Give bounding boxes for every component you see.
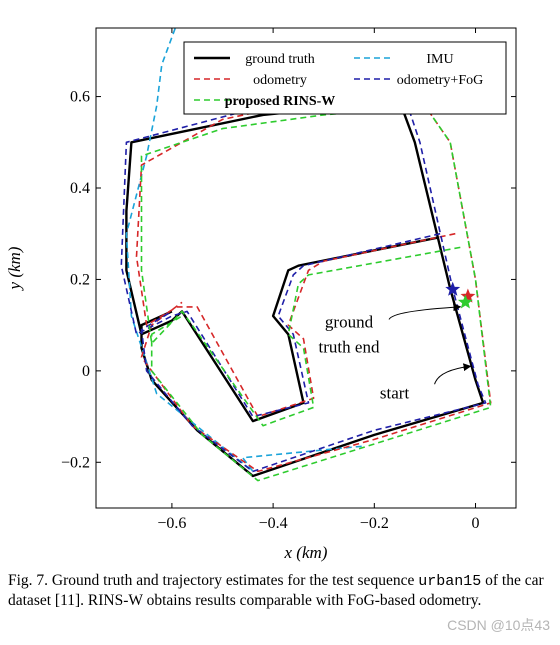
legend-label-proposed-rins-w: proposed RINS-W [225, 94, 336, 109]
x-axis-label: x (km) [284, 543, 328, 562]
x-tick-label: −0.4 [259, 515, 288, 532]
y-tick-label: −0.2 [61, 454, 90, 471]
caption-sequence: urban15 [418, 573, 482, 590]
legend-label-ground-truth: ground truth [245, 52, 315, 67]
annotation-0-arrow [388, 303, 462, 320]
annotation-0-line1: ground [325, 312, 374, 331]
annotation-1-arrow [434, 363, 472, 385]
trajectory-chart: ground truth end start −0.6 −0.4 −0.2 0 −0.2 0 0… [5, 27, 517, 562]
odometry-end-star-marker [460, 288, 476, 303]
annotations: ground truth end start [319, 303, 472, 402]
y-tick-label: 0.2 [70, 271, 90, 288]
x-tick-label: −0.6 [157, 515, 186, 532]
plot-frame [95, 27, 517, 509]
series-proposed-rins-w-line [140, 104, 492, 482]
rins-w-end-star-marker [457, 294, 473, 309]
figure-caption: Fig. 7. Ground truth and trajectory esti… [8, 571, 552, 610]
caption-prefix: Fig. 7. Ground truth and trajectory esti… [8, 572, 419, 589]
legend-label-odometry: odometry [253, 73, 307, 88]
series-odometry-fog-line [120, 95, 487, 473]
series-layer [120, 28, 492, 482]
axis-ticks: −0.6 −0.4 −0.2 0 −0.2 0 0.2 0.4 0.6 [61, 28, 516, 532]
legend: ground truth odometry proposed RINS-W IMU od… [183, 41, 507, 115]
y-tick-label: 0.4 [70, 180, 90, 197]
legend-box [183, 41, 507, 115]
y-tick-label: 0.6 [70, 89, 90, 106]
x-tick-label: −0.2 [360, 515, 389, 532]
legend-label-imu: IMU [426, 52, 453, 67]
y-axis-label: y (km) [5, 246, 24, 291]
series-imu-line [125, 28, 362, 473]
series-odometry-line [135, 86, 492, 473]
ground-truth-end-star-marker [445, 281, 461, 296]
legend-label-odometry-fog: odometry+FoG [397, 73, 483, 88]
end-markers [445, 281, 476, 309]
series-ground-truth-line [125, 99, 485, 478]
x-tick-label: 0 [472, 515, 480, 532]
caption-suffix: of the car dataset [11]. RINS-W obtains … [8, 572, 544, 609]
annotation-1-line1: start [380, 383, 410, 402]
annotation-0-line2: truth end [319, 337, 380, 356]
y-tick-label: 0 [82, 363, 90, 380]
watermark: CSDN @10点43 [447, 617, 550, 633]
